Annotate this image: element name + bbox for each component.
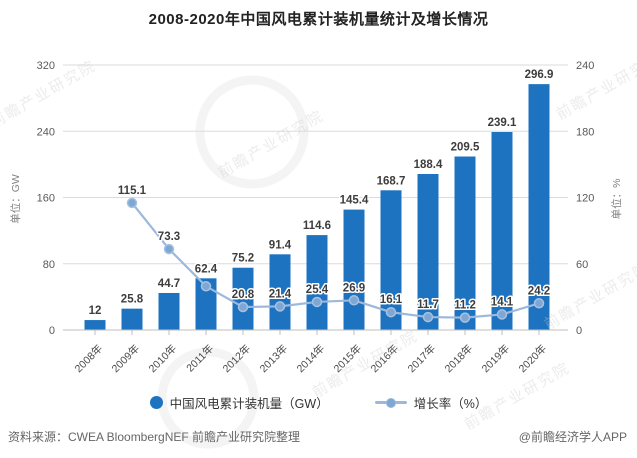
line-value-label: 20.8 xyxy=(232,289,255,301)
bar-2010年 xyxy=(158,292,180,330)
line-point-2012年 xyxy=(237,301,249,313)
bar-2008年 xyxy=(84,320,106,330)
line-point-2019年 xyxy=(496,309,508,320)
right-axis-tick-label: 120 xyxy=(576,193,594,205)
bar-value-label: 296.9 xyxy=(525,69,554,81)
line-series-marker-icon xyxy=(374,397,407,408)
line-value-label: 21.4 xyxy=(269,288,292,300)
line-point-2010年 xyxy=(163,243,175,255)
watermark-text: 前瞻产业研究院 xyxy=(309,326,421,401)
legend: 中国风电累计装机量（GW） 增长率（%） xyxy=(0,393,637,412)
chart-title: 2008-2020年中国风电累计装机量统计及增长情况 xyxy=(148,11,489,28)
watermark-globe-icon xyxy=(157,347,259,449)
bar-value-label: 114.6 xyxy=(303,220,331,232)
bar-value-label: 168.7 xyxy=(377,175,406,187)
bar-value-label: 44.7 xyxy=(158,278,180,290)
bar-2015年 xyxy=(343,209,365,330)
line-value-label: 115.1 xyxy=(118,185,147,197)
right-axis-title: 单位：% xyxy=(610,179,623,220)
bar-series-marker-icon xyxy=(149,396,163,409)
left-axis-tick-label: 320 xyxy=(37,60,55,72)
footer: 资料来源：CWEA BloombergNEF 前瞻产业研究院整理 @前瞻经济学人… xyxy=(0,428,637,445)
x-axis-label: 2018年 xyxy=(442,342,475,375)
bar-value-label: 25.8 xyxy=(121,294,144,306)
watermark-text: 前瞻产业研究院 xyxy=(553,48,637,123)
bar-2012年 xyxy=(232,267,254,330)
line-value-label: 11.2 xyxy=(454,300,476,312)
bar-value-label: 12 xyxy=(89,305,102,317)
bar-2017年 xyxy=(417,173,439,330)
bar-2014年 xyxy=(306,235,328,330)
watermark-text: 前瞻产业研究院 xyxy=(215,106,327,181)
line-value-label: 24.2 xyxy=(528,285,550,297)
legend-item-capacity: 中国风电累计装机量（GW） xyxy=(149,393,329,412)
line-value-label: 11.7 xyxy=(417,299,439,311)
watermark-globe-icon xyxy=(195,75,309,189)
bar-value-label: 209.5 xyxy=(451,142,480,154)
bar-2009年 xyxy=(121,308,143,330)
bar-2016年 xyxy=(380,190,402,330)
bar-value-label: 75.2 xyxy=(232,253,254,265)
bar-value-label: 62.4 xyxy=(195,263,218,275)
bar-2013年 xyxy=(269,254,291,330)
credit-text: @前瞻经济学人APP xyxy=(518,430,627,444)
watermark-text: 前瞻产业研究院 xyxy=(541,258,637,333)
line-point-2020年 xyxy=(533,298,545,309)
line-point-2015年 xyxy=(348,295,360,306)
legend-capacity-label: 中国风电累计装机量（GW） xyxy=(169,397,329,411)
left-axis-title: 单位：GW xyxy=(9,174,22,224)
growth-rate-line xyxy=(131,202,540,319)
bar-value-label: 145.4 xyxy=(340,195,369,207)
line-point-2009年 xyxy=(126,197,138,209)
right-axis-tick-label: 180 xyxy=(576,126,594,138)
x-axis-label: 2008年 xyxy=(72,342,105,375)
left-axis-tick-label: 0 xyxy=(49,325,55,337)
line-value-label: 73.3 xyxy=(158,231,180,243)
line-marker-dot-icon xyxy=(385,397,396,408)
right-axis-tick-label: 60 xyxy=(576,259,588,271)
x-axis-label: 2014年 xyxy=(294,342,327,375)
x-axis-label: 2013年 xyxy=(257,342,290,375)
bar-2020年 xyxy=(528,84,550,330)
line-point-2016年 xyxy=(385,306,397,318)
x-axis-label: 2009年 xyxy=(109,342,142,375)
line-point-2011年 xyxy=(200,281,212,292)
source-text: 资料来源：CWEA BloombergNEF 前瞻产业研究院整理 xyxy=(8,430,301,444)
legend-growth-label: 增长率（%） xyxy=(413,397,488,411)
bar-value-label: 239.1 xyxy=(488,117,517,129)
line-value-label: 14.1 xyxy=(491,296,514,308)
x-axis-label: 2019年 xyxy=(479,342,512,375)
right-axis-tick-label: 240 xyxy=(576,60,594,72)
right-axis-tick-label: 0 xyxy=(576,325,582,337)
bar-2011年 xyxy=(195,278,217,330)
bar-2018年 xyxy=(454,156,476,330)
line-point-2014年 xyxy=(311,296,323,308)
bar-2019年 xyxy=(491,131,513,330)
line-point-2017年 xyxy=(422,311,434,323)
left-axis-tick-label: 240 xyxy=(37,126,55,138)
line-point-2018年 xyxy=(459,312,471,323)
line-value-label: 26.9 xyxy=(343,282,365,294)
legend-item-growth: 增长率（%） xyxy=(374,393,488,412)
left-axis-tick-label: 80 xyxy=(43,259,55,271)
bar-value-label: 91.4 xyxy=(269,239,292,251)
left-axis-tick-label: 160 xyxy=(37,193,55,205)
line-point-2013年 xyxy=(274,301,286,312)
line-value-label: 16.1 xyxy=(380,294,403,306)
line-value-label: 25.4 xyxy=(306,284,329,296)
bar-value-label: 188.4 xyxy=(414,159,443,171)
